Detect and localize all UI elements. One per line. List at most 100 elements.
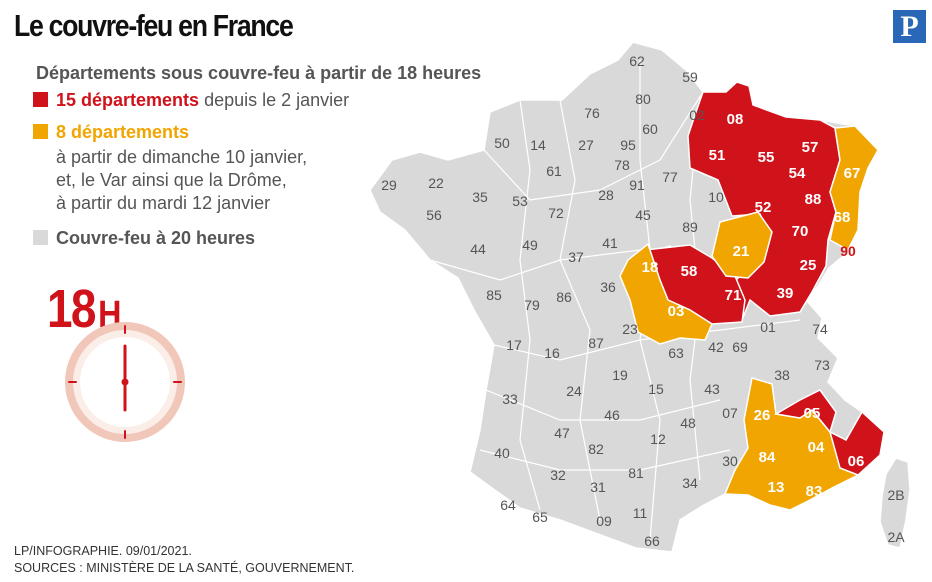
dep-label: 17 bbox=[506, 337, 522, 353]
dep-label: 89 bbox=[682, 219, 698, 235]
dep-label-orange: 67 bbox=[844, 165, 861, 182]
dep-label: 73 bbox=[814, 357, 830, 373]
dep-label: 48 bbox=[680, 415, 696, 431]
dep-label: 16 bbox=[544, 345, 560, 361]
dep-label: 95 bbox=[620, 137, 636, 153]
dep-label: 29 bbox=[381, 177, 397, 193]
legend-orange-line: et, le Var ainsi que la Drôme, bbox=[56, 170, 287, 190]
dep-label: 12 bbox=[650, 431, 666, 447]
dep-label: 22 bbox=[428, 175, 444, 191]
dep-label: 41 bbox=[602, 235, 618, 251]
dep-label: 33 bbox=[502, 391, 518, 407]
dep-label: 85 bbox=[486, 287, 502, 303]
dep-label: 63 bbox=[668, 345, 684, 361]
dep-label: 45 bbox=[635, 207, 651, 223]
dep-label: 66 bbox=[644, 533, 660, 549]
dep-label-red: 57 bbox=[802, 139, 819, 156]
dep-label: 49 bbox=[522, 237, 538, 253]
dep-label: 31 bbox=[590, 479, 606, 495]
legend-gray-swatch bbox=[33, 230, 48, 245]
map-corsica bbox=[879, 457, 911, 549]
credit-line: LP/INFOGRAPHIE. 09/01/2021. bbox=[14, 544, 192, 558]
dep-label-red: 08 bbox=[727, 111, 744, 128]
curfew-hour-number: 18 bbox=[47, 279, 96, 339]
dep-label: 19 bbox=[612, 367, 628, 383]
dep-label: 60 bbox=[642, 121, 658, 137]
dep-label-red: 71 bbox=[725, 287, 742, 304]
dep-label: 50 bbox=[494, 135, 510, 151]
dep-label: 32 bbox=[550, 467, 566, 483]
dep-label: 42 bbox=[708, 339, 724, 355]
dep-label: 30 bbox=[722, 453, 738, 469]
dep-label-red: 51 bbox=[709, 147, 726, 164]
legend-gray: Couvre-feu à 20 heures bbox=[33, 228, 255, 249]
dep-label: 15 bbox=[648, 381, 664, 397]
dep-label: 46 bbox=[604, 407, 620, 423]
dep-label: 01 bbox=[760, 319, 776, 335]
dep-label-orange: 18 bbox=[642, 259, 659, 276]
dep-label: 24 bbox=[566, 383, 582, 399]
dep-label: 53 bbox=[512, 193, 528, 209]
dep-label: 38 bbox=[774, 367, 790, 383]
legend-red-swatch bbox=[33, 92, 48, 107]
dep-05 bbox=[773, 389, 837, 434]
dep-label-red: 39 bbox=[777, 285, 794, 302]
dep-label: 23 bbox=[622, 321, 638, 337]
dep-label: 82 bbox=[588, 441, 604, 457]
dep-label-red: 88 bbox=[805, 191, 822, 208]
dep-label-orange: 13 bbox=[768, 479, 785, 496]
legend-red-text: depuis le 2 janvier bbox=[199, 90, 350, 110]
dep-label-orange: 68 bbox=[834, 209, 851, 226]
dep-label: 35 bbox=[472, 189, 488, 205]
dep-label: 36 bbox=[600, 279, 616, 295]
dep-label: 44 bbox=[470, 241, 486, 257]
dep-label-red: 52 bbox=[755, 199, 772, 216]
legend-red: 15 départements depuis le 2 janvier bbox=[33, 90, 349, 111]
dep-label: 64 bbox=[500, 497, 516, 513]
dep-label-red: 25 bbox=[800, 257, 817, 274]
dep-label-red: 05 bbox=[804, 405, 821, 422]
dep-label: 14 bbox=[530, 137, 546, 153]
dep-label: 37 bbox=[568, 249, 584, 265]
dep-label: 80 bbox=[635, 91, 651, 107]
legend-gray-text: Couvre-feu à 20 heures bbox=[56, 228, 256, 248]
dep-label: 65 bbox=[532, 509, 548, 525]
legend-orange-bold: 8 départements bbox=[56, 122, 190, 142]
dep-label: 77 bbox=[662, 169, 678, 185]
dep-label: 56 bbox=[426, 207, 442, 223]
dep-label: 79 bbox=[524, 297, 540, 313]
legend-orange-line: à partir du mardi 12 janvier bbox=[56, 193, 271, 213]
dep-label-red: 70 bbox=[792, 223, 809, 240]
dep-label: 10 bbox=[708, 189, 724, 205]
legend-orange: 8 départements bbox=[33, 122, 189, 143]
dep-label: 2B bbox=[887, 487, 904, 503]
dep-label: 76 bbox=[584, 105, 600, 121]
dep-label: 86 bbox=[556, 289, 572, 305]
dep-labels: 62 59 80 76 02 60 95 14 27 78 50 61 91 7… bbox=[381, 53, 905, 549]
dep-18-03 bbox=[619, 242, 713, 345]
dep-label-red: 58 bbox=[681, 263, 698, 280]
dep-label-red: 06 bbox=[848, 453, 865, 470]
dep-label: 59 bbox=[682, 69, 698, 85]
map-subtitle: Départements sous couvre-feu à partir de… bbox=[36, 63, 482, 83]
dep-label-red: 90 bbox=[840, 243, 856, 259]
france-map: 62 59 80 76 02 60 95 14 27 78 50 61 91 7… bbox=[369, 41, 911, 553]
dep-06 bbox=[828, 410, 885, 476]
dep-label-orange: 84 bbox=[759, 449, 776, 466]
dep-label: 02 bbox=[689, 107, 705, 123]
dep-label: 81 bbox=[628, 465, 644, 481]
dep-label-orange: 21 bbox=[733, 243, 750, 260]
page-title: Le couvre-feu en France bbox=[14, 8, 294, 43]
dep-label: 43 bbox=[704, 381, 720, 397]
dep-label: 40 bbox=[494, 445, 510, 461]
dep-label: 2A bbox=[887, 529, 905, 545]
legend-orange-line: à partir de dimanche 10 janvier, bbox=[56, 147, 308, 167]
dep-label: 11 bbox=[633, 505, 648, 521]
dep-label: 72 bbox=[548, 205, 564, 221]
clock-icon bbox=[65, 322, 185, 442]
publisher-logo: P bbox=[893, 10, 926, 43]
sources-line: SOURCES : MINISTÈRE DE LA SANTÉ, GOUVERN… bbox=[14, 561, 355, 575]
dep-label: 74 bbox=[812, 321, 828, 337]
dep-label: 78 bbox=[614, 157, 630, 173]
dep-label: 69 bbox=[732, 339, 748, 355]
